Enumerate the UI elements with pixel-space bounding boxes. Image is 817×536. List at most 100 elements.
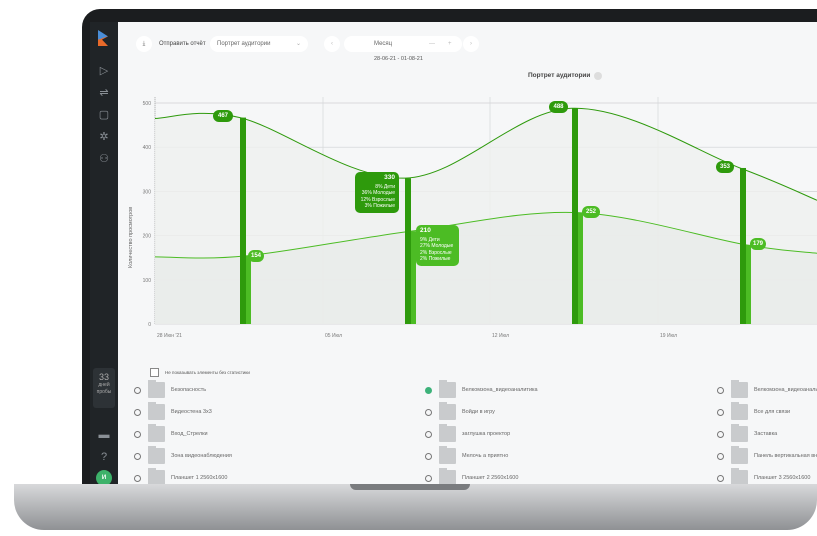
folder-icon [439,380,456,398]
tooltip-line: 12% Взрослые [360,196,395,203]
avatar[interactable]: И [96,470,112,484]
radio-button[interactable] [717,430,724,438]
trial-days: 33 [98,372,109,382]
laptop-base [14,484,817,530]
list-item-label: Мелочь а приятно [462,453,509,459]
tooltip-line: 2% Пожилые [420,256,451,262]
tooltip: 210 9% Дети 27% Молодые 2% Взрослые 2% П… [416,225,459,266]
list-item[interactable]: Вход_Стрелки [134,424,208,442]
list-item[interactable]: Видеостена 3x3 [134,402,212,420]
list-item[interactable]: Мелочь а приятно [425,446,509,464]
folder-icon [731,402,748,420]
tooltip-value: 330 [384,174,395,181]
folder-icon [731,380,748,398]
y-tick-label: 200 [143,234,152,240]
radio-button[interactable] [425,474,432,482]
x-tick-label: 19 Июл [660,333,677,339]
radio-button[interactable] [134,452,141,460]
x-tick-label: 05 Июл [325,333,342,339]
radio-button[interactable] [134,408,141,416]
prev-period-button[interactable]: ‹ [324,36,340,52]
tooltip-line: 36% Молодые [361,190,395,196]
list-item[interactable]: Планшет 1 2560x1600 [134,468,227,484]
document-icon[interactable]: ▢ [98,109,110,121]
list-item-label: Велкомзона_видеоаналитика [462,387,538,393]
list-item-label: Вход_Стрелки [171,431,208,437]
data-label: 488 [549,101,568,113]
list-item-label: Планшет 3 2560x1600 [754,475,811,481]
download-icon[interactable]: ⤓ [136,36,152,52]
list-item[interactable]: Войди в игру [425,402,495,420]
list-item[interactable]: Велкомзона_видеоаналитика [425,380,538,398]
bar [572,108,578,324]
list-item-label: Планшет 2 2560x1600 [462,475,519,481]
loader-icon[interactable]: ✲ [99,131,109,143]
tooltip-line: 8% Дети [375,183,395,190]
laptop-notch [350,484,470,490]
info-icon[interactable] [594,72,602,80]
radio-button[interactable] [425,430,432,438]
folder-icon [439,468,456,484]
list-item-label: Заставка [754,431,778,437]
data-label: 353 [716,161,734,173]
bar [246,255,251,324]
tooltip: 330 8% Дети 36% Молодые 12% Взрослые 3% … [355,172,399,213]
radio-button[interactable] [134,430,141,438]
y-tick-label: 500 [143,101,152,107]
folder-icon [148,402,165,420]
folder-icon [731,424,748,442]
radio-button[interactable] [717,474,724,482]
radio-button[interactable] [134,474,141,482]
data-label: 154 [248,250,264,262]
report-select[interactable]: Портрет аудитории ⌄ [210,36,308,52]
monitor-icon[interactable]: ▬ [98,429,110,441]
data-label: 252 [582,206,600,218]
radio-button[interactable] [425,386,432,394]
folder-icon [731,446,748,464]
radio-button[interactable] [717,386,724,394]
minus-icon[interactable]: — [429,41,435,47]
period-selector[interactable]: Месяц — + [344,36,462,52]
chevron-down-icon: ⌄ [295,41,301,47]
radio-button[interactable] [425,408,432,416]
list-item[interactable]: заглушка проектор [425,424,510,442]
radio-button[interactable] [717,408,724,416]
checkbox[interactable] [150,368,159,377]
list-item-label: Зона видеонаблюдения [171,453,232,459]
send-report-button[interactable]: Отправить отчёт [159,41,206,47]
date-range: 28-06-21 - 01-08-21 [374,56,423,62]
plus-icon[interactable]: + [448,41,452,47]
user-icon[interactable]: ⚇ [99,153,109,165]
help-icon[interactable]: ? [100,451,108,463]
list-item-label: Все для связи [754,409,791,415]
next-period-button[interactable]: › [463,36,479,52]
y-tick-label: 300 [143,189,152,195]
bar [578,212,583,324]
bar [240,117,246,324]
radio-button[interactable] [134,386,141,394]
radio-button[interactable] [425,452,432,460]
list-item[interactable]: Все для связи [717,402,791,420]
bar [405,178,411,324]
list-item[interactable]: Зона видеонаблюдения [134,446,232,464]
trial-badge[interactable]: 33 дней пробы [93,368,115,408]
list-item[interactable]: Заставка [717,424,778,442]
list-item-label: Велкомзона_видеоаналитика [754,387,817,393]
list-item[interactable]: Панель вертикальная внутри [717,446,817,464]
bar [740,167,746,324]
play-icon[interactable]: ▷ [99,65,109,77]
filter-icon[interactable]: ⇌ [99,87,109,99]
folder-icon [731,468,748,484]
tooltip-line: 3% Пожилые [364,203,395,209]
hide-empty-checkbox[interactable]: Не показывать элементы без статистики [150,368,250,377]
radio-button[interactable] [717,452,724,460]
list-item[interactable]: Планшет 2 2560x1600 [425,468,519,484]
folder-icon [439,402,456,420]
tooltip-line: 27% Молодые [420,243,454,249]
y-tick-label: 400 [143,145,152,151]
list-item[interactable]: Планшет 3 2560x1600 [717,468,811,484]
chart-title: Портрет аудитории [528,72,591,79]
list-item[interactable]: Велкомзона_видеоаналитика [717,380,817,398]
folder-icon [148,424,165,442]
list-item[interactable]: Безопасность [134,380,206,398]
